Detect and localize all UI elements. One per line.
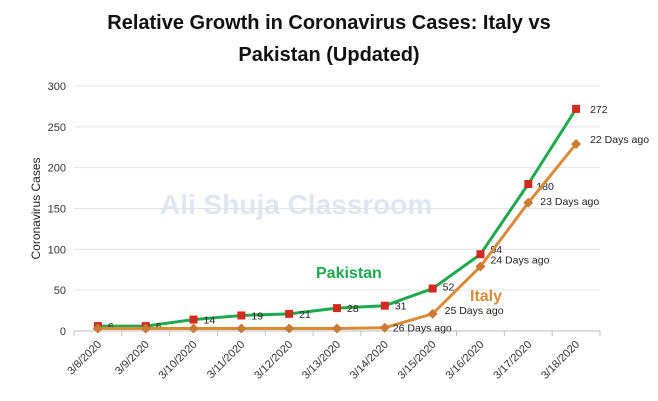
x-tick-label: 3/18/2020: [539, 339, 582, 382]
data-label: 19: [251, 310, 263, 322]
data-label: 28: [347, 303, 359, 315]
data-label: 21: [299, 309, 311, 321]
y-axis-label: Coronavirus Cases: [29, 157, 43, 259]
point-pakistan: [285, 309, 294, 318]
point-pakistan: [380, 301, 389, 310]
point-pakistan: [524, 180, 533, 188]
watermark-text: Ali Shuja Classroom: [160, 189, 432, 220]
data-label: 180: [536, 181, 554, 193]
point-pakistan: [476, 250, 485, 259]
point-italy: [571, 138, 582, 149]
series-line-italy: [97, 143, 578, 331]
data-label: 26 Days ago: [393, 323, 452, 335]
data-label: 272: [590, 104, 608, 116]
point-pakistan: [428, 284, 437, 293]
y-tick-label: 250: [48, 122, 66, 134]
point-italy: [236, 323, 247, 334]
point-italy: [332, 323, 342, 334]
y-tick-label: 50: [54, 285, 66, 297]
data-label: 94: [490, 244, 502, 256]
chart-title-line-1: Relative Growth in Coronavirus Cases: It…: [107, 12, 551, 34]
x-tick-label: 3/16/2020: [443, 339, 486, 382]
series-name-label: Pakistan: [316, 265, 382, 282]
y-tick-label: 200: [48, 163, 66, 175]
x-tick-label: 3/12/2020: [252, 339, 295, 382]
chart-title-line-2: Pakistan (Updated): [238, 44, 420, 66]
point-italy: [475, 261, 486, 272]
point-pakistan: [333, 304, 341, 313]
y-tick-label: 0: [60, 326, 66, 338]
x-tick-label: 3/15/2020: [396, 339, 439, 382]
point-italy: [92, 323, 103, 334]
x-tick-label: 3/9/2020: [113, 339, 152, 378]
point-pakistan: [237, 311, 246, 320]
x-tick-label: 3/14/2020: [348, 339, 391, 382]
x-tick-label: 3/8/2020: [65, 339, 104, 378]
point-pakistan: [572, 104, 581, 113]
data-label: 52: [443, 282, 455, 294]
series-name-label: Italy: [470, 288, 502, 305]
y-tick-label: 150: [48, 204, 66, 216]
point-italy: [379, 322, 390, 333]
data-label: 25 Days ago: [445, 305, 504, 317]
point-pakistan: [189, 315, 198, 324]
point-italy: [523, 197, 534, 208]
point-italy: [188, 323, 199, 334]
data-label: 14: [204, 315, 216, 327]
y-tick-label: 100: [48, 244, 66, 256]
point-italy: [427, 308, 438, 319]
y-tick-label: 300: [48, 81, 66, 93]
point-italy: [140, 323, 151, 334]
data-label: 23 Days ago: [540, 196, 599, 208]
data-label: 22 Days ago: [590, 134, 649, 146]
x-tick-label: 3/10/2020: [157, 339, 200, 382]
x-tick-label: 3/13/2020: [300, 339, 343, 382]
x-tick-label: 3/11/2020: [205, 339, 248, 382]
data-label: 24 Days ago: [490, 254, 549, 266]
point-italy: [284, 323, 295, 334]
data-label: 31: [395, 301, 407, 313]
x-tick-label: 3/17/2020: [491, 339, 534, 382]
